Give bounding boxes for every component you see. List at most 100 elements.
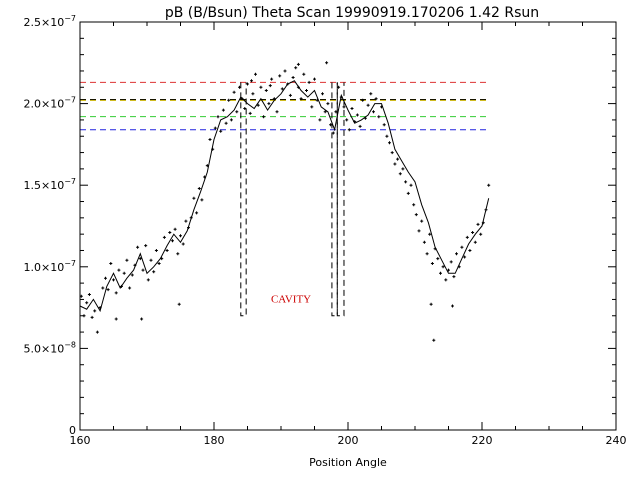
data-point bbox=[429, 302, 433, 306]
x-axis-label: Position Angle bbox=[309, 456, 387, 469]
data-point bbox=[313, 77, 316, 81]
data-point bbox=[173, 227, 177, 231]
data-point bbox=[404, 180, 408, 184]
data-point bbox=[227, 98, 231, 102]
data-point bbox=[366, 103, 370, 107]
data-point bbox=[216, 115, 220, 119]
data-point bbox=[187, 226, 190, 230]
data-point bbox=[195, 211, 199, 215]
data-point bbox=[471, 231, 475, 234]
data-point bbox=[117, 268, 121, 272]
data-point bbox=[406, 191, 410, 195]
data-point bbox=[93, 309, 97, 313]
smooth-curve bbox=[79, 80, 490, 313]
data-point bbox=[291, 76, 295, 79]
data-point bbox=[433, 247, 437, 251]
y-axis-ticks: 0 5.0×10−8 1.0×10−7 1.5×10−7 2.0×10−7 2.5×10−… bbox=[23, 14, 616, 437]
data-point bbox=[374, 97, 378, 101]
data-point bbox=[192, 196, 196, 200]
data-point bbox=[211, 147, 215, 151]
data-point bbox=[171, 239, 174, 243]
cavity-boundary-1 bbox=[331, 82, 338, 317]
data-point bbox=[122, 271, 126, 275]
x-tick-label-2: 200 bbox=[338, 434, 359, 447]
data-point bbox=[372, 110, 375, 114]
data-point bbox=[268, 84, 272, 88]
data-point bbox=[112, 278, 115, 282]
data-point bbox=[235, 110, 239, 114]
data-point bbox=[487, 183, 491, 187]
data-point bbox=[436, 257, 440, 261]
data-point bbox=[479, 232, 483, 236]
data-point bbox=[388, 141, 391, 145]
data-point bbox=[460, 245, 464, 249]
data-point bbox=[104, 276, 107, 280]
data-point bbox=[377, 115, 381, 119]
data-point bbox=[398, 172, 402, 176]
data-point bbox=[481, 221, 485, 225]
data-point bbox=[347, 128, 351, 132]
data-point bbox=[417, 229, 421, 233]
data-point bbox=[248, 111, 252, 115]
data-point bbox=[380, 105, 383, 109]
data-point bbox=[238, 85, 241, 89]
data-point bbox=[299, 97, 303, 101]
data-point bbox=[305, 89, 308, 92]
data-point bbox=[447, 268, 450, 272]
data-point bbox=[221, 108, 225, 112]
chart-title: pB (B/Bsun) Theta Scan 19990919.170206 1… bbox=[165, 5, 539, 21]
data-point bbox=[120, 284, 123, 288]
data-point bbox=[326, 102, 330, 106]
data-point bbox=[334, 110, 338, 114]
data-point bbox=[272, 97, 276, 101]
data-point bbox=[325, 61, 329, 65]
data-point bbox=[432, 338, 436, 342]
cavity-boundary-0 bbox=[240, 82, 247, 317]
data-point bbox=[85, 301, 89, 305]
data-point bbox=[114, 317, 118, 321]
data-point bbox=[307, 80, 311, 84]
data-point bbox=[251, 92, 255, 96]
x-tick-label-3: 220 bbox=[472, 434, 493, 447]
data-point bbox=[138, 257, 142, 261]
data-point bbox=[353, 120, 357, 124]
data-point bbox=[444, 278, 448, 282]
reference-lines bbox=[80, 81, 489, 131]
x-tick-label-1: 180 bbox=[204, 434, 225, 447]
data-point bbox=[412, 203, 416, 207]
data-point bbox=[393, 162, 397, 166]
data-point bbox=[184, 219, 188, 223]
data-point bbox=[355, 113, 359, 117]
data-point bbox=[152, 270, 156, 274]
data-point bbox=[205, 164, 209, 168]
data-point bbox=[95, 330, 99, 334]
cavity-annotation: CAVITY bbox=[271, 294, 311, 306]
cavity-bounds bbox=[240, 82, 345, 317]
data-point bbox=[294, 66, 298, 70]
data-point bbox=[430, 262, 434, 265]
data-point bbox=[101, 286, 105, 290]
data-point bbox=[136, 245, 140, 249]
data-point bbox=[463, 255, 467, 259]
data-point bbox=[160, 257, 164, 261]
x-tick-label-4: 240 bbox=[606, 434, 627, 447]
data-point bbox=[219, 129, 223, 133]
data-point bbox=[468, 249, 472, 252]
data-point bbox=[302, 72, 306, 76]
data-point bbox=[146, 278, 150, 282]
data-point bbox=[176, 252, 180, 256]
data-point bbox=[420, 219, 424, 223]
data-point bbox=[390, 151, 394, 155]
y-tick-label-2: 1.0×10−7 bbox=[23, 259, 76, 274]
data-point bbox=[425, 252, 429, 256]
y-tick-label-1: 5.0×10−8 bbox=[23, 340, 76, 355]
data-point bbox=[181, 242, 185, 246]
data-point bbox=[339, 95, 343, 99]
data-point bbox=[337, 85, 341, 89]
data-point bbox=[280, 87, 284, 91]
data-point bbox=[250, 79, 253, 83]
x-axis-ticks: 160 180 200 220 240 bbox=[70, 22, 627, 447]
y-tick-label-0: 0 bbox=[69, 424, 76, 437]
data-point bbox=[168, 231, 172, 234]
